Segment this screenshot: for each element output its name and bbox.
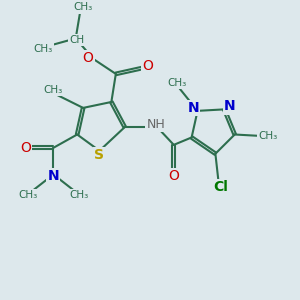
Text: CH₃: CH₃ bbox=[33, 44, 52, 54]
Text: N: N bbox=[48, 169, 59, 183]
Text: O: O bbox=[83, 51, 94, 64]
Text: CH₃: CH₃ bbox=[69, 190, 88, 200]
Text: S: S bbox=[94, 148, 104, 162]
Text: CH₃: CH₃ bbox=[258, 131, 278, 141]
Text: CH₃: CH₃ bbox=[167, 78, 186, 88]
Text: O: O bbox=[20, 141, 31, 155]
Text: O: O bbox=[168, 169, 179, 183]
Text: N: N bbox=[187, 101, 199, 115]
Text: N: N bbox=[224, 99, 236, 113]
Text: NH: NH bbox=[147, 118, 165, 131]
Text: O: O bbox=[142, 59, 153, 74]
Text: CH₃: CH₃ bbox=[74, 2, 93, 12]
Text: CH₃: CH₃ bbox=[19, 190, 38, 200]
Text: CH: CH bbox=[70, 35, 85, 45]
Text: CH₃: CH₃ bbox=[44, 85, 63, 95]
Text: Cl: Cl bbox=[213, 180, 228, 194]
